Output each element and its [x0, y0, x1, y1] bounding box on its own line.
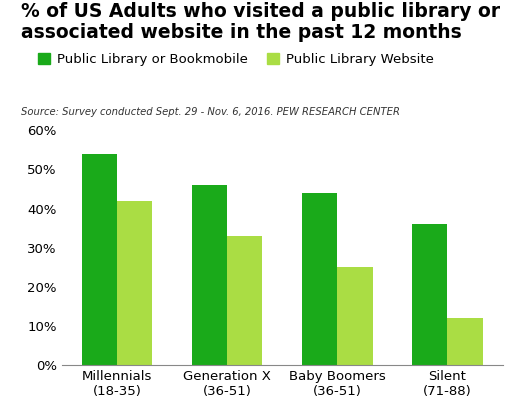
Bar	[192, 185, 227, 365]
Bar	[117, 201, 152, 365]
Bar	[337, 268, 372, 365]
Bar	[82, 154, 117, 365]
Text: % of US Adults who visited a public library or
associated website in the past 12: % of US Adults who visited a public libr…	[21, 2, 500, 42]
Legend: Public Library or Bookmobile, Public Library Website: Public Library or Bookmobile, Public Lib…	[33, 47, 439, 71]
Bar	[412, 224, 447, 365]
Text: Source: Survey conducted Sept. 29 - Nov. 6, 2016. PEW RESEARCH CENTER: Source: Survey conducted Sept. 29 - Nov.…	[21, 107, 400, 117]
Bar	[302, 193, 337, 365]
Bar	[227, 236, 262, 365]
Bar	[447, 318, 483, 365]
